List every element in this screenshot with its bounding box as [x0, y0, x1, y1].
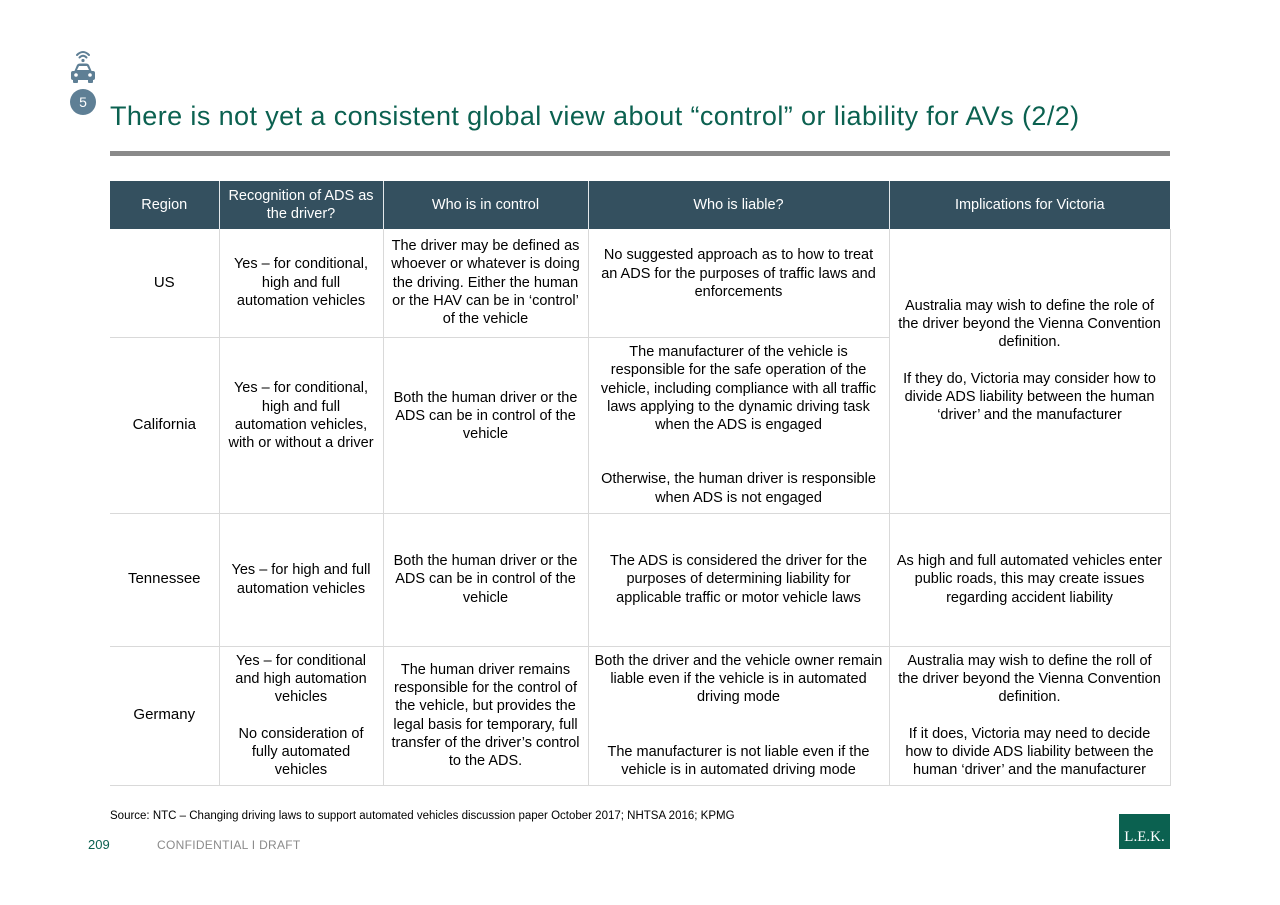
control-cell: The human driver remains responsible for…	[383, 646, 589, 786]
liable-text-2: The manufacturer is not liable even if t…	[607, 743, 870, 778]
shared-implications-cell: Australia may wish to define the role of…	[889, 229, 1171, 514]
page-title: There is not yet a consistent global vie…	[110, 101, 1080, 131]
connected-car-icon	[71, 51, 95, 83]
page-number: 209	[88, 837, 110, 852]
section-number-badge: 5	[70, 89, 96, 115]
recognition-text-1: Yes – for conditional and high automatio…	[235, 652, 367, 706]
control-cell: The driver may be defined as whoever or …	[383, 229, 589, 338]
implications-text-1: Australia may wish to define the role of…	[898, 297, 1161, 351]
liable-text-1: Both the driver and the vehicle owner re…	[594, 652, 883, 706]
control-cell: Both the human driver or the ADS can be …	[383, 337, 589, 514]
table-row-tennessee: Tennessee Yes – for high and full automa…	[110, 513, 1171, 647]
liable-text-1: The manufacturer of the vehicle is respo…	[600, 343, 877, 434]
recognition-cell: Yes – for high and full automation vehic…	[219, 513, 384, 647]
table-row-california: California Yes – for conditional, high a…	[110, 337, 1170, 514]
implications-text-2: If it does, Victoria may need to decide …	[905, 725, 1154, 779]
implications-cell: As high and full automated vehicles ente…	[889, 513, 1171, 647]
column-header-implications: Implications for Victoria	[889, 181, 1170, 229]
recognition-cell: Yes – for conditional, high and full aut…	[219, 229, 384, 338]
implications-cell: Australia may wish to define the roll of…	[889, 646, 1171, 786]
liable-cell: No suggested approach as to how to treat…	[588, 229, 890, 338]
implications-text-2: If they do, Victoria may consider how to…	[903, 370, 1156, 424]
lek-logo: L.E.K.	[1119, 814, 1170, 849]
region-cell: Germany	[110, 646, 220, 786]
liable-text: No suggested approach as to how to treat…	[601, 247, 876, 300]
column-header-region: Region	[110, 181, 220, 229]
liable-text-2: Otherwise, the human driver is responsib…	[601, 471, 876, 506]
source-note: Source: NTC – Changing driving laws to s…	[110, 810, 735, 822]
recognition-text-2: No consideration of fully automated vehi…	[238, 725, 364, 779]
region-cell: US	[110, 229, 220, 338]
confidential-label: CONFIDENTIAL I DRAFT	[157, 838, 301, 852]
liable-cell: Both the driver and the vehicle owner re…	[588, 646, 890, 786]
region-cell: California	[110, 337, 220, 514]
recognition-cell: Yes – for conditional, high and full aut…	[219, 337, 384, 514]
column-header-liable: Who is liable?	[588, 181, 890, 229]
implications-text-1: Australia may wish to define the roll of…	[898, 652, 1161, 706]
liable-cell: The ADS is considered the driver for the…	[588, 513, 890, 647]
column-header-control: Who is in control	[383, 181, 589, 229]
control-text: Both the human driver or the ADS can be …	[393, 389, 578, 443]
column-header-recognition: Recognition of ADS as the driver?	[219, 181, 384, 229]
recognition-cell: Yes – for conditional and high automatio…	[219, 646, 384, 786]
table-header-row: Region Recognition of ADS as the driver?…	[110, 181, 1170, 229]
table-row-germany: Germany Yes – for conditional and high a…	[110, 646, 1171, 786]
comparison-table: Region Recognition of ADS as the driver?…	[110, 181, 1171, 786]
table-row-us: US Yes – for conditional, high and full …	[110, 229, 1171, 514]
title-divider	[110, 151, 1170, 156]
control-cell: Both the human driver or the ADS can be …	[383, 513, 589, 647]
region-cell: Tennessee	[110, 513, 220, 647]
liable-cell: The manufacturer of the vehicle is respo…	[588, 337, 890, 514]
recognition-text: Yes – for conditional, high and full aut…	[228, 380, 374, 452]
